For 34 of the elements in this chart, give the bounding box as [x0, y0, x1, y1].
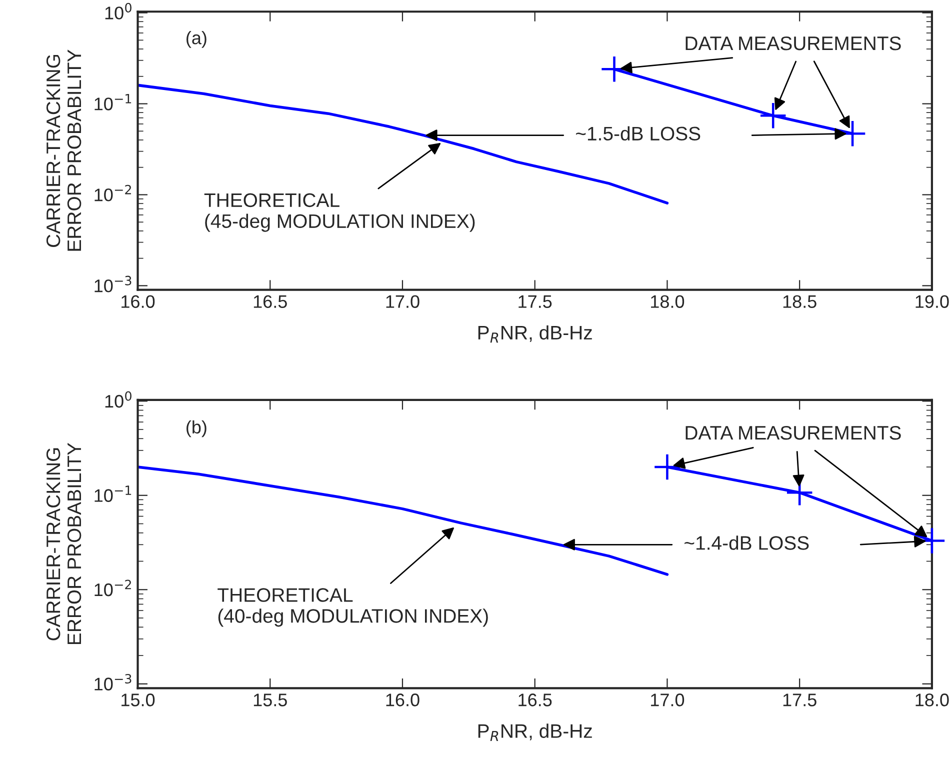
y-tick-label: 10$^{−3}$: [94, 276, 132, 292]
annotation: ~1.5-dB LOSS: [576, 126, 700, 141]
y-tick-label: 10$^{−1}$: [94, 486, 132, 502]
x-tick-label: 17.0: [651, 694, 684, 706]
x-tick-label: 17.5: [518, 295, 552, 308]
y-tick-label: 10$^{0}$: [105, 2, 132, 20]
x-tick-label: 16.0: [386, 694, 420, 706]
x-tick-label: 15.0: [122, 694, 155, 706]
x-tick-label: 19.0: [916, 295, 949, 308]
y-tick-label: 10$^{−2}$: [94, 184, 131, 202]
y-tick-label: 10$^{0}$: [105, 391, 132, 408]
y-tick-label: 10$^{−1}$: [94, 94, 132, 110]
x-tick-label: 16.5: [518, 694, 552, 706]
y-tick-label: 10$^{−3}$: [94, 674, 132, 690]
x-tick-label: 16.5: [254, 295, 287, 308]
x-tick-label: 18.0: [916, 694, 949, 706]
x-tick-label: 16.0: [122, 295, 155, 308]
y-axis-title: CARRIER-TRACKING ERROR PROBABILITY: [46, 442, 82, 644]
x-tick-label: 18.0: [651, 295, 684, 308]
annotation: (a): [186, 31, 206, 48]
annotation: THEORETICAL (40-deg MODULATION INDEX): [218, 588, 488, 627]
x-axis-title: P$_{R}$NR, dB-Hz: [478, 325, 592, 343]
annotation: THEORETICAL (45-deg MODULATION INDEX): [204, 193, 475, 232]
x-axis-title: P$_{R}$NR, dB-Hz: [478, 724, 592, 741]
annotation: DATA MEASUREMENTS: [686, 426, 901, 440]
annotation: DATA MEASUREMENTS: [686, 36, 901, 50]
x-tick-label: 17.0: [386, 295, 420, 308]
x-tick-label: 18.5: [783, 295, 816, 308]
annotation: (b): [186, 420, 206, 438]
x-tick-label: 15.5: [254, 694, 287, 706]
annotation: ~1.4-dB LOSS: [684, 536, 809, 550]
y-axis-title: CARRIER-TRACKING ERROR PROBABILITY: [46, 50, 82, 251]
x-tick-label: 17.5: [783, 694, 816, 706]
y-tick-label: 10$^{−2}$: [94, 580, 131, 596]
